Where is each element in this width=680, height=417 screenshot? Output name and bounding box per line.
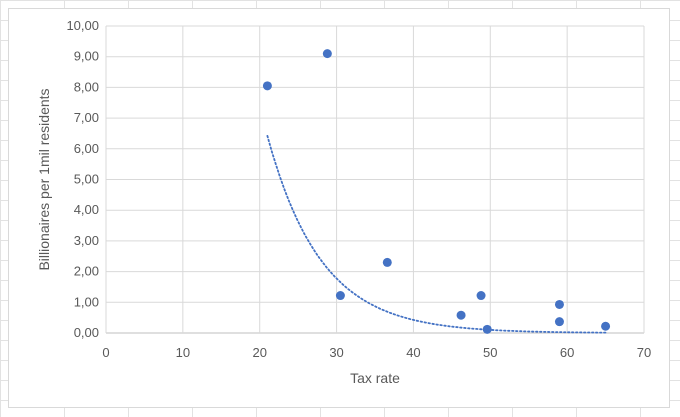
y-tick-labels: 0,00 1,00 2,00 3,00 4,00 5,00 6,00 7,00 8,00 9,00… (66, 18, 99, 340)
scatter-chart: 0 10 20 30 40 50 60 70 0,00 1,00 2,00 3,00 4,00 5,00… (36, 18, 651, 386)
x-tick-label: 10 (176, 345, 190, 360)
data-point[interactable] (482, 324, 492, 334)
x-tick-label: 0 (102, 345, 109, 360)
x-axis-title: Tax rate (350, 370, 400, 386)
x-tick-label: 30 (329, 345, 343, 360)
data-point[interactable] (554, 317, 564, 327)
y-tick-label: 5,00 (74, 172, 99, 187)
data-point[interactable] (322, 49, 332, 59)
y-tick-label: 4,00 (74, 202, 99, 217)
y-tick-label: 10,00 (66, 18, 99, 33)
y-tick-label: 6,00 (74, 141, 99, 156)
data-point[interactable] (456, 310, 466, 320)
data-point[interactable] (335, 291, 345, 301)
data-point[interactable] (262, 81, 272, 91)
x-tick-label: 50 (483, 345, 497, 360)
y-axis-title: Billionaires per 1mil residents (36, 88, 52, 270)
y-tick-label: 2,00 (74, 264, 99, 279)
y-tick-label: 7,00 (74, 110, 99, 125)
chart-area[interactable]: 0 10 20 30 40 50 60 70 0,00 1,00 2,00 3,00 4,00 5,00… (8, 8, 670, 408)
data-point[interactable] (554, 299, 564, 309)
trendline (266, 135, 607, 334)
data-point[interactable] (476, 291, 486, 301)
y-tick-label: 9,00 (74, 49, 99, 64)
x-tick-label: 60 (560, 345, 574, 360)
y-tick-label: 1,00 (74, 294, 99, 309)
gridlines (105, 25, 645, 334)
x-tick-label: 40 (406, 345, 420, 360)
y-tick-label: 3,00 (74, 233, 99, 248)
data-point[interactable] (601, 321, 611, 331)
y-tick-label: 8,00 (74, 79, 99, 94)
x-tick-labels: 0 10 20 30 40 50 60 70 (102, 345, 651, 360)
data-points (262, 49, 611, 334)
x-tick-label: 20 (252, 345, 266, 360)
y-tick-label: 0,00 (74, 325, 99, 340)
x-tick-label: 70 (637, 345, 651, 360)
data-point[interactable] (382, 257, 392, 267)
